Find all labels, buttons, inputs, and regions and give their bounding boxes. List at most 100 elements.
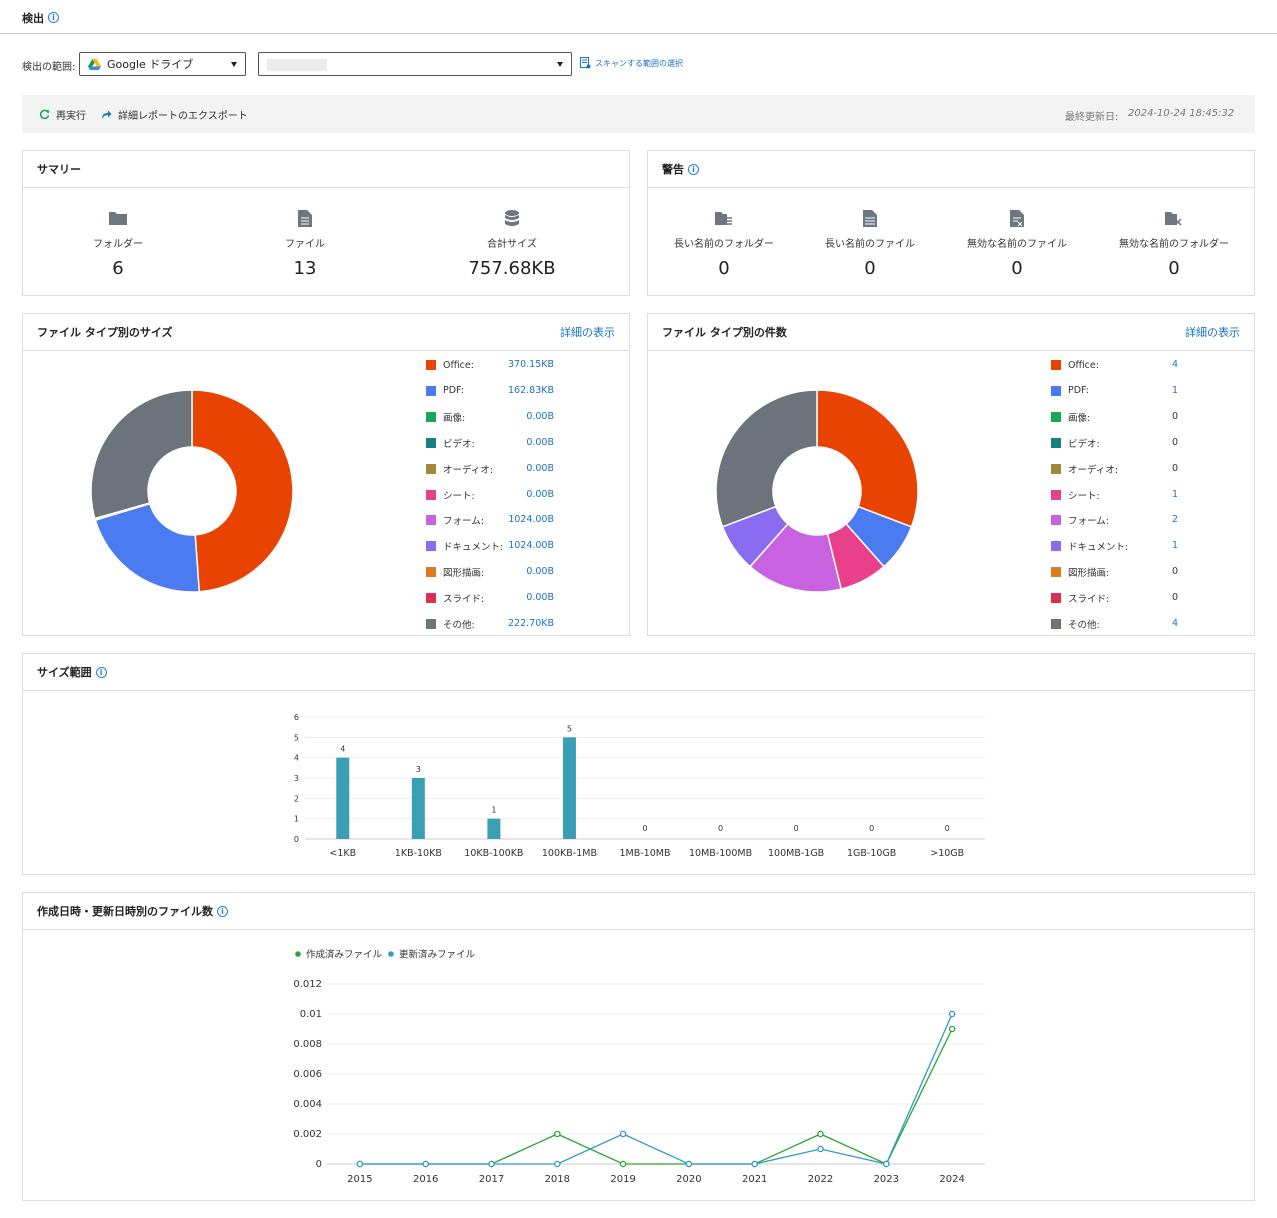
legend-swatch — [426, 489, 436, 500]
data-point — [619, 1130, 627, 1138]
y-tick-label: 1 — [294, 815, 299, 824]
bar — [411, 778, 425, 839]
legend-item: Office: — [1051, 358, 1099, 372]
size-details-link[interactable]: 詳細の表示 — [560, 326, 615, 339]
data-label: 3 — [416, 765, 421, 774]
rerun-button[interactable]: 再実行 — [39, 107, 86, 122]
legend-label: PDF: — [443, 385, 464, 397]
data-point — [751, 1160, 758, 1168]
size-donut-chart — [90, 389, 294, 593]
select-scope-link[interactable]: スキャンする範囲の選択 — [580, 57, 683, 69]
legend-marker — [388, 951, 394, 957]
legend-item: ビデオ: — [426, 436, 475, 450]
x-tick-label: 10KB-100KB — [464, 848, 523, 859]
legend-value: 222.70KB — [508, 618, 554, 629]
date-line-chart: 0 0.002 0.004 0.006 0.008 0.01 0.012 2015 2016 20… — [293, 949, 985, 1185]
count-details-link[interactable]: 詳細の表示 — [1185, 326, 1240, 339]
summary-size: 合計サイズ 757.68KB — [442, 207, 582, 279]
legend-item: その他: — [1051, 617, 1100, 631]
legend-value: 0 — [1172, 462, 1179, 474]
legend-item: その他: — [426, 617, 475, 631]
legend-value: 4 — [1172, 359, 1179, 370]
warning-long-folder: 長い名前のフォルダー 0 — [654, 207, 794, 279]
warning-long-folder-label: 長い名前のフォルダー — [674, 239, 774, 250]
y-tick-label: 0 — [316, 1159, 322, 1170]
x-tick-label: 2024 — [939, 1174, 964, 1185]
legend-swatch — [1051, 463, 1061, 474]
legend-item: Office: — [426, 358, 474, 372]
select-scope-label: スキャンする範囲の選択 — [595, 58, 683, 68]
y-tick-label: 3 — [294, 774, 299, 783]
x-tick-label: 2021 — [742, 1174, 767, 1185]
legend-value: 0 — [1172, 436, 1179, 448]
info-icon[interactable]: i — [48, 12, 59, 23]
rerun-label: 再実行 — [56, 111, 86, 122]
last-updated-value: 2024-10-24 18:45:32 — [1128, 108, 1235, 119]
x-tick-label: 2017 — [479, 1174, 504, 1185]
y-tick-label: 0.01 — [300, 1009, 322, 1020]
x-tick-label: 2022 — [808, 1174, 833, 1185]
data-label: 4 — [340, 745, 345, 754]
summary-size-value: 757.68KB — [468, 258, 556, 279]
legend-swatch — [1051, 385, 1061, 396]
data-point — [356, 1160, 364, 1168]
legend-marker — [295, 951, 301, 957]
google-drive-icon — [88, 58, 101, 70]
legend-label: 作成済みファイル — [306, 949, 383, 961]
legend-swatch — [1051, 541, 1061, 552]
warnings-header: 警告 i — [648, 151, 1254, 188]
legend-label: ビデオ: — [1068, 438, 1100, 450]
legend-value: 1 — [1172, 540, 1179, 552]
legend-item: 画像: — [1051, 410, 1090, 424]
legend-item: フォーム: — [1051, 513, 1109, 527]
legend-item: ビデオ: — [1051, 436, 1100, 450]
legend-swatch — [1051, 515, 1061, 526]
x-tick-label: 1MB-10MB — [620, 848, 671, 859]
info-icon[interactable]: i — [217, 905, 228, 917]
y-tick-label: 4 — [294, 754, 299, 763]
legend-swatch — [1051, 567, 1061, 578]
legend-item: ドキュメント: — [1051, 539, 1128, 553]
source-select[interactable]: Google ドライブ — [79, 52, 246, 76]
legend-label: 更新済みファイル — [399, 949, 476, 961]
legend-label: PDF: — [1068, 385, 1089, 397]
series-line — [359, 1013, 953, 1165]
legend-value: 1024.00B — [508, 514, 554, 526]
info-icon[interactable]: i — [95, 666, 107, 678]
data-label: 1 — [491, 806, 496, 815]
account-select[interactable] — [258, 52, 572, 76]
info-icon[interactable]: i — [688, 163, 699, 175]
legend-label: スライド: — [1068, 594, 1110, 606]
legend-label: シート: — [443, 490, 475, 502]
legend-item: PDF: — [426, 384, 464, 398]
legend-value: 0.00B — [526, 488, 554, 500]
database-icon — [505, 209, 519, 226]
legend-label: 図形描画: — [1068, 568, 1110, 580]
export-button[interactable]: 詳細レポートのエクスポート — [101, 107, 248, 122]
legend-item: 画像: — [426, 410, 465, 424]
x-tick-label: 2015 — [347, 1174, 372, 1185]
legend-label: Office: — [443, 359, 474, 371]
legend-value: 0.00B — [526, 462, 554, 474]
legend-item: 図形描画: — [1051, 565, 1109, 579]
data-label: 0 — [869, 824, 874, 833]
legend-swatch — [426, 411, 436, 422]
legend-label: 図形描画: — [443, 568, 485, 580]
legend-item: スライド: — [426, 591, 484, 605]
pie-slice — [191, 389, 294, 593]
size-range-title: サイズ範囲 — [37, 666, 92, 679]
legend-swatch — [1051, 360, 1061, 370]
warning-long-file-value: 0 — [864, 258, 876, 279]
legend-label: 画像: — [1068, 412, 1091, 424]
x-tick-label: 2023 — [874, 1174, 899, 1185]
warning-invalid-file-label: 無効な名前のファイル — [967, 239, 1067, 250]
legend-label: オーディオ: — [1068, 464, 1119, 476]
x-tick-label: 100MB-1GB — [768, 848, 824, 859]
warning-invalid-folder-value: 0 — [1168, 258, 1180, 279]
file-icon — [298, 209, 312, 227]
legend-label: フォーム: — [443, 516, 484, 528]
legend-item: ドキュメント: — [426, 539, 503, 553]
x-tick-label: <1KB — [329, 848, 356, 859]
legend-label: その他: — [443, 620, 475, 631]
bar — [562, 737, 576, 839]
